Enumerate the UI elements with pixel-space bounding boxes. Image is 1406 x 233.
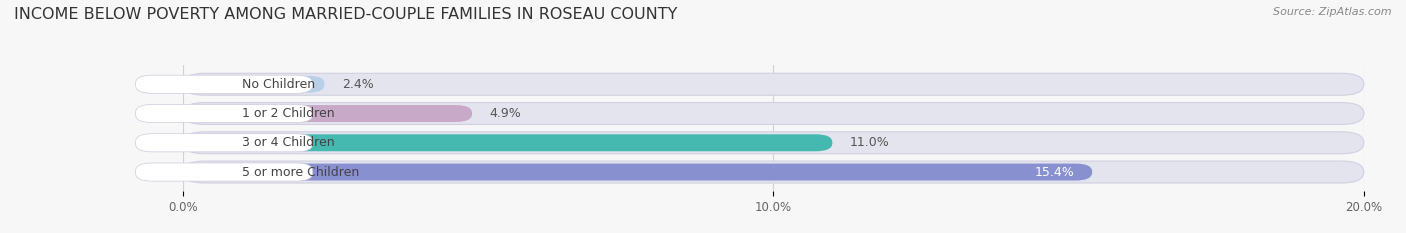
FancyBboxPatch shape: [183, 132, 1364, 154]
Text: No Children: No Children: [242, 78, 315, 91]
Text: 5 or more Children: 5 or more Children: [242, 165, 359, 178]
FancyBboxPatch shape: [183, 73, 1364, 95]
Text: Source: ZipAtlas.com: Source: ZipAtlas.com: [1274, 7, 1392, 17]
FancyBboxPatch shape: [183, 76, 325, 93]
FancyBboxPatch shape: [135, 104, 312, 123]
Text: INCOME BELOW POVERTY AMONG MARRIED-COUPLE FAMILIES IN ROSEAU COUNTY: INCOME BELOW POVERTY AMONG MARRIED-COUPL…: [14, 7, 678, 22]
Text: 4.9%: 4.9%: [489, 107, 522, 120]
FancyBboxPatch shape: [183, 164, 1092, 181]
FancyBboxPatch shape: [183, 134, 832, 151]
Text: 15.4%: 15.4%: [1035, 165, 1074, 178]
Text: 2.4%: 2.4%: [342, 78, 374, 91]
Text: 1 or 2 Children: 1 or 2 Children: [242, 107, 335, 120]
FancyBboxPatch shape: [183, 161, 1364, 183]
FancyBboxPatch shape: [183, 105, 472, 122]
FancyBboxPatch shape: [135, 134, 312, 152]
FancyBboxPatch shape: [183, 103, 1364, 124]
FancyBboxPatch shape: [135, 163, 312, 181]
Text: 11.0%: 11.0%: [851, 136, 890, 149]
Text: 3 or 4 Children: 3 or 4 Children: [242, 136, 335, 149]
FancyBboxPatch shape: [135, 75, 312, 93]
